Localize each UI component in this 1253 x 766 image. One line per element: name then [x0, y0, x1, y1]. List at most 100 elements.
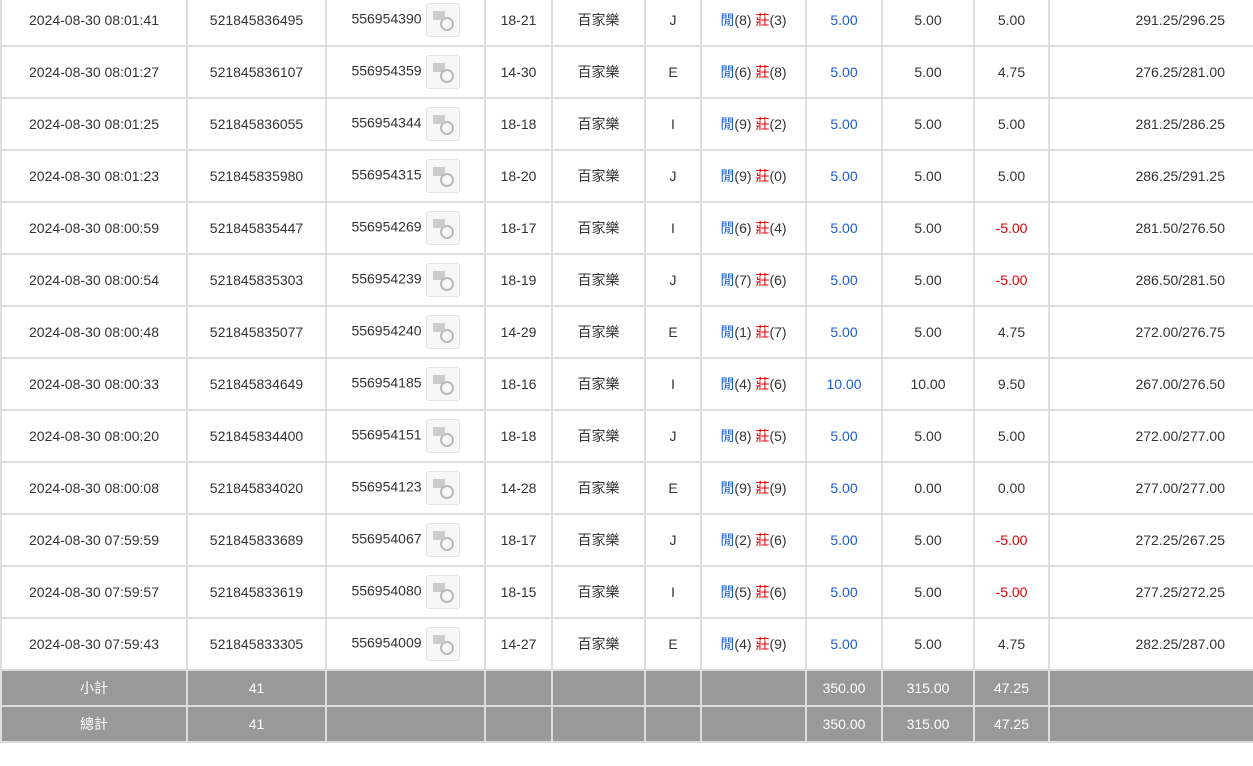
game-type: 百家樂 — [551, 461, 646, 515]
bet-time-text: 2024-08-30 07:59:57 — [29, 584, 159, 600]
table-shoe-text: 18-19 — [500, 272, 537, 288]
video-replay-icon[interactable] — [425, 55, 460, 89]
player-label: 閒 — [720, 64, 735, 80]
round-id-text: 556954315 — [351, 166, 422, 183]
bet-time: 2024-08-30 08:00:20 — [0, 409, 188, 463]
video-replay-icon[interactable] — [425, 3, 460, 37]
game-type: 百家樂 — [551, 253, 646, 307]
bet-time-text: 2024-08-30 08:00:54 — [29, 272, 159, 288]
round-id-text: 556954009 — [351, 634, 422, 651]
result: 閒(9) 莊(9) — [700, 461, 807, 515]
result: 閒(6) 莊(8) — [700, 45, 807, 99]
video-replay-icon[interactable] — [425, 107, 460, 141]
table-shoe-text: 14-28 — [500, 480, 537, 496]
bet-amount-text: 5.00 — [830, 168, 858, 184]
bet-id: 521845834400 — [186, 409, 327, 463]
balance-text: 272.00/277.00 — [1135, 428, 1225, 444]
result: 閒(8) 莊(3) — [700, 0, 807, 47]
table-code: I — [644, 565, 702, 619]
table-shoe-text: 18-21 — [500, 12, 537, 28]
balance: 277.00/277.00 — [1048, 461, 1253, 515]
banker-score: 6 — [774, 272, 782, 288]
bet-time-text: 2024-08-30 08:01:27 — [29, 64, 159, 80]
round-id-text: 556954080 — [351, 582, 422, 599]
banker-score: 0 — [774, 168, 782, 184]
video-replay-icon[interactable] — [425, 159, 460, 193]
valid-bet: 5.00 — [881, 513, 975, 567]
table-shoe: 18-21 — [484, 0, 553, 47]
table-code-text: J — [669, 272, 677, 288]
game-type-text: 百家樂 — [577, 532, 620, 548]
table-shoe: 18-18 — [484, 97, 553, 151]
table-shoe-text: 14-30 — [500, 64, 537, 80]
table-code: J — [644, 513, 702, 567]
video-replay-icon[interactable] — [425, 263, 460, 297]
bet-amount: 5.00 — [805, 253, 883, 307]
round-id-text: 556954390 — [351, 10, 422, 27]
round-id: 556954239 — [325, 253, 486, 307]
table-shoe: 18-17 — [484, 513, 553, 567]
game-type: 百家樂 — [551, 97, 646, 151]
table-shoe-text: 18-20 — [500, 168, 537, 184]
video-replay-icon[interactable] — [425, 523, 460, 557]
bet-id-text: 521845834020 — [209, 480, 304, 496]
bet-amount: 5.00 — [805, 513, 883, 567]
win-loss-text: -5.00 — [995, 584, 1028, 600]
win-loss: 5.00 — [973, 0, 1050, 47]
bet-amount-text: 10.00 — [826, 376, 862, 392]
bet-id: 521845835447 — [186, 201, 327, 255]
win-loss-text: 5.00 — [997, 116, 1026, 132]
banker-label: 莊 — [755, 272, 770, 288]
game-type: 百家樂 — [551, 513, 646, 567]
balance: 286.50/281.50 — [1048, 253, 1253, 307]
bet-id: 521845835303 — [186, 253, 327, 307]
bet-id: 521845833689 — [186, 513, 327, 567]
balance-text: 282.25/287.00 — [1135, 636, 1225, 652]
valid-bet: 5.00 — [881, 0, 975, 47]
round-id: 556954344 — [325, 97, 486, 151]
video-replay-icon[interactable] — [425, 471, 460, 505]
banker-score: 8 — [774, 64, 782, 80]
game-type-text: 百家樂 — [577, 272, 620, 288]
bet-time-text: 2024-08-30 07:59:43 — [29, 636, 159, 652]
table-shoe: 14-30 — [484, 45, 553, 99]
game-type-text: 百家樂 — [577, 12, 620, 28]
video-replay-icon[interactable] — [425, 627, 460, 661]
win-loss-text: 5.00 — [997, 12, 1026, 28]
round-id: 556954390 — [325, 0, 486, 47]
balance-text: 277.25/272.25 — [1135, 584, 1225, 600]
video-replay-icon[interactable] — [425, 367, 460, 401]
table-code-text: E — [668, 64, 678, 80]
valid-bet-text: 5.00 — [914, 272, 942, 288]
round-id: 556954009 — [325, 617, 486, 671]
subtotal-valid: 315.00 — [881, 669, 975, 707]
player-label: 閒 — [720, 376, 735, 392]
bet-amount-text: 5.00 — [830, 220, 858, 236]
bet-id-text: 521845835980 — [209, 168, 304, 184]
game-type-text: 百家樂 — [577, 428, 620, 444]
game-type: 百家樂 — [551, 565, 646, 619]
video-replay-icon[interactable] — [425, 315, 460, 349]
game-type-text: 百家樂 — [577, 220, 620, 236]
bet-time: 2024-08-30 08:01:23 — [0, 149, 188, 203]
round-id-text: 556954151 — [351, 426, 422, 443]
bet-amount: 5.00 — [805, 617, 883, 671]
table-code: E — [644, 461, 702, 515]
valid-bet: 5.00 — [881, 253, 975, 307]
video-replay-icon[interactable] — [425, 575, 460, 609]
game-type-text: 百家樂 — [577, 168, 620, 184]
video-replay-icon[interactable] — [425, 419, 460, 453]
table-shoe-text: 18-17 — [500, 532, 537, 548]
balance-text: 286.25/291.25 — [1135, 168, 1225, 184]
bet-amount-text: 5.00 — [830, 272, 858, 288]
player-score: 6 — [739, 220, 747, 236]
table-shoe: 18-18 — [484, 409, 553, 463]
video-replay-icon[interactable] — [425, 211, 460, 245]
valid-bet: 5.00 — [881, 45, 975, 99]
subtotal-win: 47.25 — [973, 669, 1050, 707]
win-loss-text: 4.75 — [997, 636, 1026, 652]
win-loss-text: 0.00 — [997, 480, 1026, 496]
table-shoe: 18-19 — [484, 253, 553, 307]
bet-id: 521845836495 — [186, 0, 327, 47]
table-row: 2024-08-30 08:01:23 521845835980 556954315… — [0, 149, 1253, 203]
